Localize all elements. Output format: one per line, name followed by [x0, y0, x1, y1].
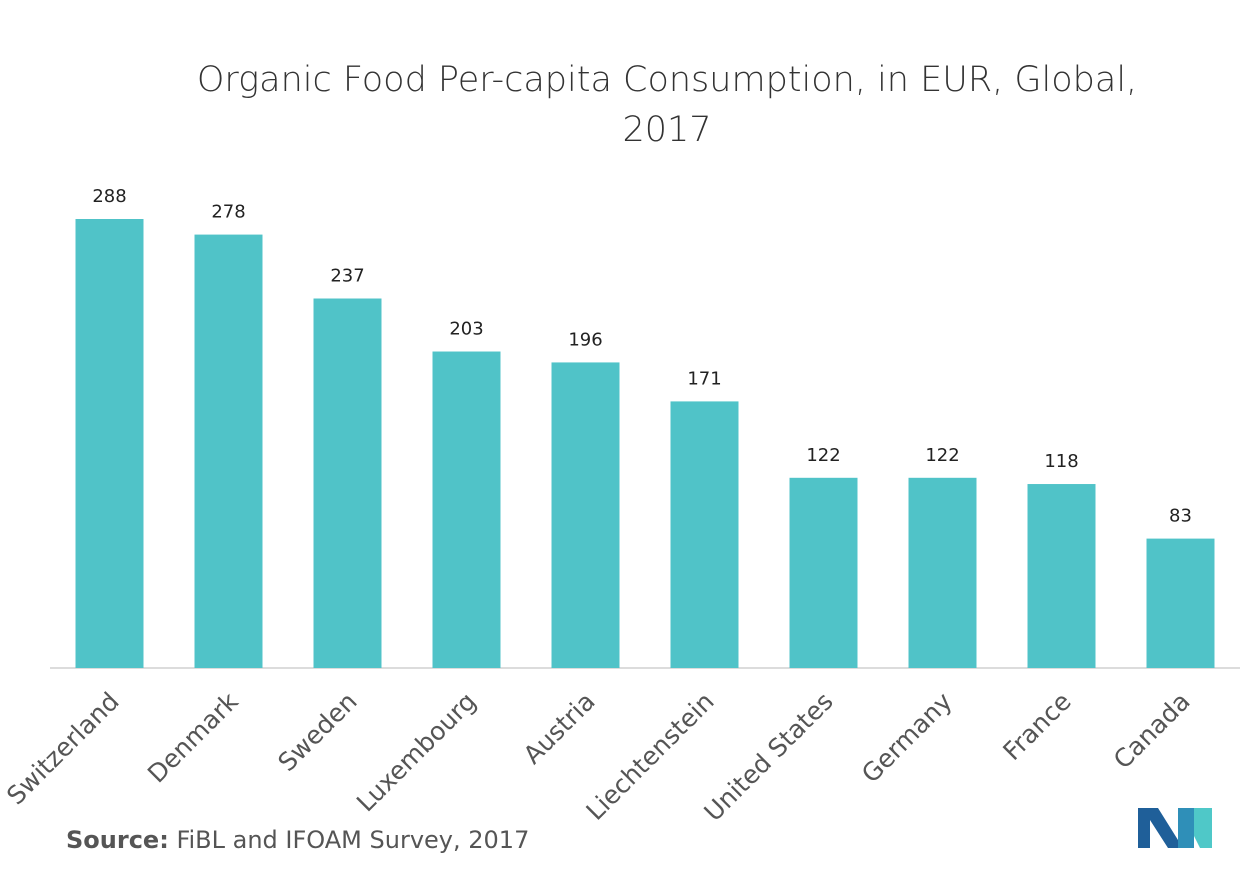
x-tick-label: Austria	[518, 687, 601, 770]
value-label: 203	[449, 319, 483, 340]
source-text: FiBL and IFOAM Survey, 2017	[176, 826, 530, 854]
source-label: Source:	[66, 826, 169, 854]
value-label: 171	[687, 368, 721, 389]
bar	[75, 219, 144, 668]
value-label: 278	[211, 202, 245, 223]
bar	[194, 234, 263, 668]
x-tick-label: Canada	[1108, 687, 1196, 775]
bar	[551, 362, 620, 668]
x-tick-label: Luxembourg	[351, 687, 482, 818]
x-tick-label: United States	[698, 687, 838, 827]
x-tick-label: Germany	[856, 687, 958, 789]
bar	[670, 401, 739, 668]
bar	[908, 477, 977, 668]
bar	[1027, 484, 1096, 668]
value-label: 237	[330, 266, 364, 287]
value-label: 288	[92, 186, 126, 207]
x-tick-label: France	[997, 687, 1076, 766]
value-label: 122	[925, 445, 959, 466]
source: Source: FiBL and IFOAM Survey, 2017	[66, 826, 529, 854]
x-tick-label: Denmark	[142, 686, 244, 788]
value-label: 118	[1044, 451, 1078, 472]
x-tick-label: Switzerland	[1, 687, 125, 811]
x-tick-label: Sweden	[272, 687, 362, 777]
bar	[432, 351, 501, 668]
bar	[1146, 538, 1215, 668]
bar	[789, 477, 858, 668]
value-label: 83	[1169, 506, 1192, 527]
bar	[313, 298, 382, 668]
chart-title: Organic Food Per-capita Consumption, in …	[196, 60, 1138, 150]
value-label: 196	[568, 329, 602, 350]
logo	[1138, 808, 1212, 848]
value-label: 122	[806, 445, 840, 466]
